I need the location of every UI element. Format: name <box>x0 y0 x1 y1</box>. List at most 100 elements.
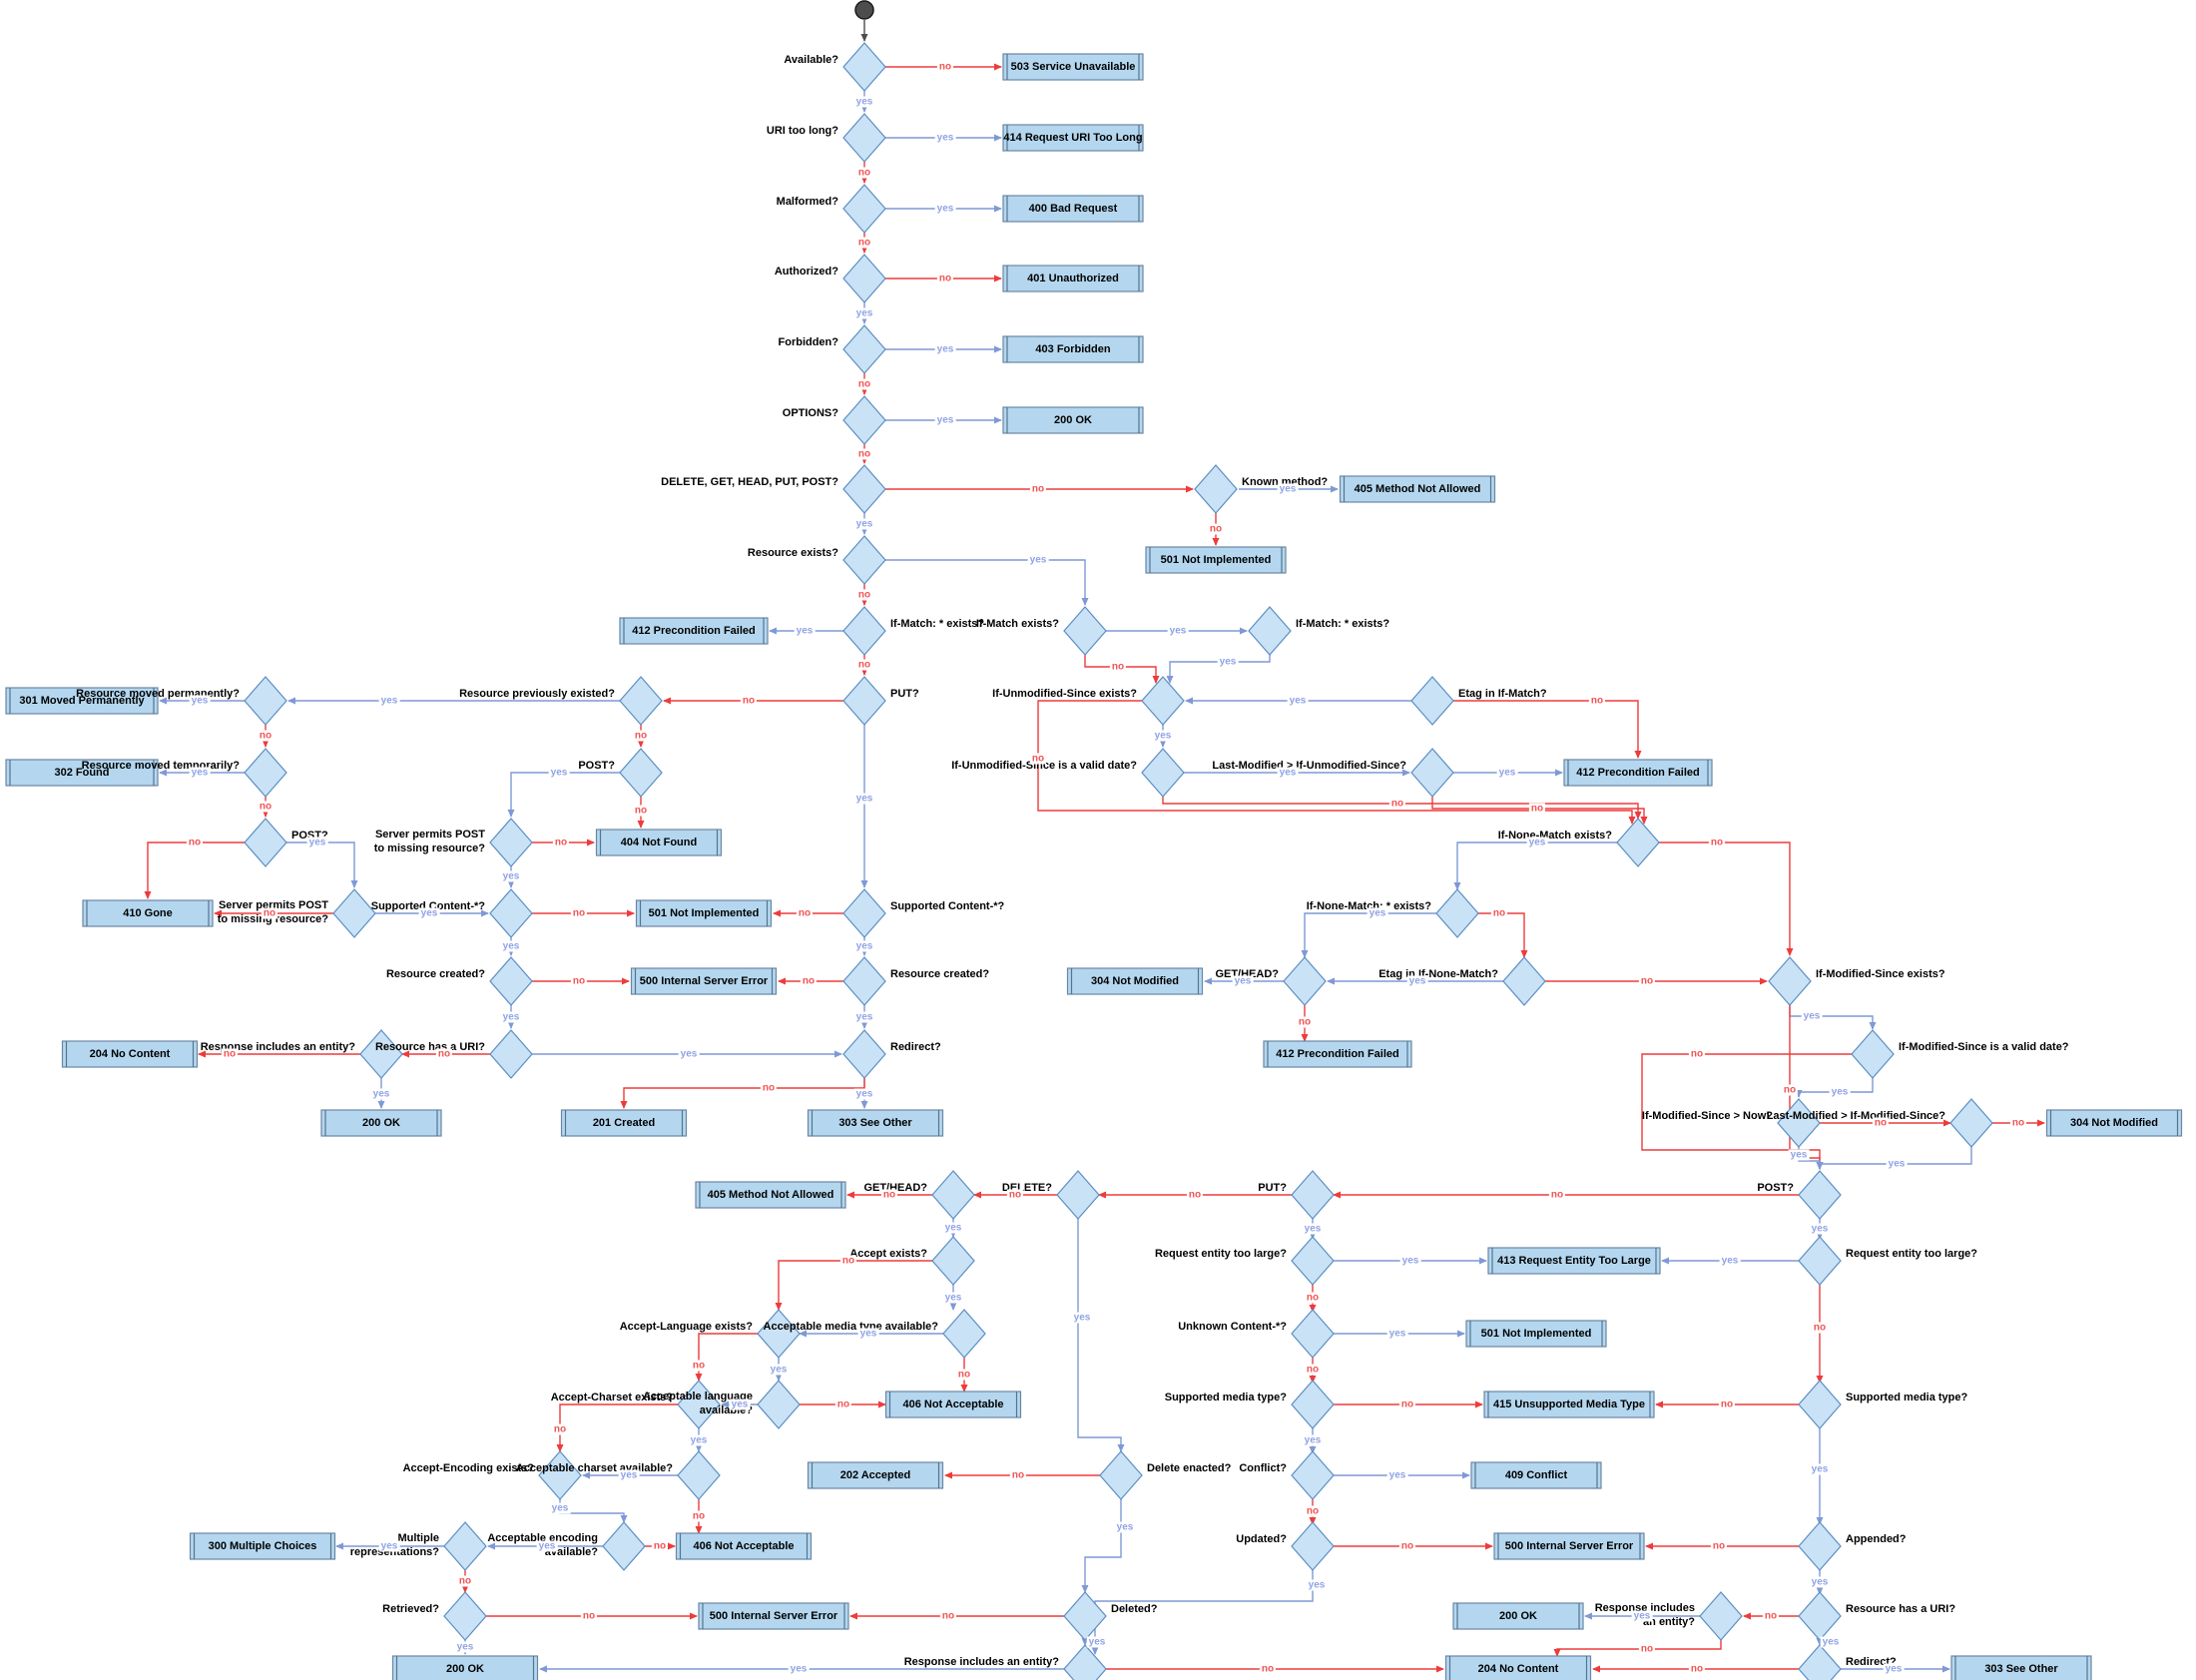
q-resp-entity-bottom-shape <box>1063 1644 1107 1680</box>
b-414 <box>1002 124 1144 152</box>
edge-respent-right-no <box>1553 1638 1722 1657</box>
edge-exists-yes <box>885 559 1089 606</box>
q-get-head-2-shape <box>931 1170 975 1220</box>
q-updated-shape <box>1291 1521 1335 1571</box>
q-has-uri-left-shape <box>489 1029 533 1079</box>
b-204-left <box>61 1040 199 1068</box>
edge-etag-ifmatch-no <box>1453 700 1642 759</box>
q-moved-perm-shape <box>244 676 287 726</box>
b-406-top <box>884 1391 1022 1418</box>
b-413 <box>1487 1247 1661 1275</box>
q-post-mid-shape <box>619 748 663 798</box>
b-301 <box>5 687 159 715</box>
q-uri-too-long-shape <box>842 113 886 163</box>
edge-aenc-yes <box>559 1499 628 1523</box>
q-retrieved-shape <box>443 1591 487 1641</box>
q-moved-temp-shape <box>244 748 287 798</box>
q-malformed-shape <box>842 184 886 234</box>
q-supp-media-post-shape <box>1798 1380 1842 1429</box>
q-conflict-shape <box>1291 1450 1335 1500</box>
edge-post-left-yes <box>286 841 358 888</box>
b-304-right <box>2045 1109 2183 1137</box>
q-lastmod-gt-mod-shape <box>1949 1098 1993 1148</box>
b-406-bottom <box>675 1532 813 1560</box>
q-if-mod-exists-shape <box>1768 956 1812 1006</box>
b-303-bottom <box>1950 1655 2092 1680</box>
q-resp-entity-right-shape <box>1699 1591 1743 1641</box>
q-deleted-shape <box>1063 1591 1107 1641</box>
edge-star2-yes <box>1166 655 1271 684</box>
edge-alang-no <box>695 1333 758 1382</box>
edge-ifmatch-no <box>1084 655 1160 684</box>
b-405-bottom <box>695 1181 846 1209</box>
q-supported-main-shape <box>842 888 886 938</box>
q-if-mod-valid-shape <box>1851 1029 1895 1079</box>
q-req-large-put-shape <box>1291 1236 1335 1286</box>
b-501-top <box>1145 546 1287 574</box>
q-lastmod-gt-unmod-shape <box>1410 748 1454 798</box>
edge-ifunmod-no <box>1037 700 1636 825</box>
b-300 <box>189 1532 336 1560</box>
start-node <box>854 0 874 20</box>
edge-nmstar-yes <box>1301 912 1436 958</box>
q-supp-media-put-shape <box>1291 1380 1335 1429</box>
edge-updated-yes <box>1091 1570 1314 1655</box>
q-lang-avail-shape <box>757 1380 801 1429</box>
b-200-left <box>320 1109 442 1137</box>
b-404 <box>595 829 723 856</box>
edge-delete-yes <box>1077 1219 1125 1452</box>
b-500-mid <box>630 967 778 995</box>
q-prev-existed-shape <box>619 676 663 726</box>
b-415 <box>1483 1391 1655 1418</box>
edge-nmstar-no <box>1478 912 1528 958</box>
q-srv-post-lo-shape <box>332 888 376 938</box>
q-etag-if-none-match-shape <box>1502 956 1546 1006</box>
b-303-mid <box>807 1109 944 1137</box>
q-multiple-rep-shape <box>443 1521 487 1571</box>
q-get-head-shape <box>1283 956 1327 1006</box>
b-405-top <box>1339 475 1496 503</box>
b-201 <box>560 1109 688 1137</box>
q-redirect-main-shape <box>842 1029 886 1079</box>
edge-modvalid-no <box>1641 1053 1852 1170</box>
edge-ifnm-yes <box>1453 841 1617 890</box>
q-if-mod-gt-now-shape <box>1777 1098 1821 1148</box>
q-appended-shape <box>1798 1521 1842 1571</box>
q-if-match-star-shape <box>842 606 886 656</box>
q-if-match-star-2-shape <box>1248 606 1292 656</box>
q-if-unmod-valid-shape <box>1141 748 1185 798</box>
q-forbidden-shape <box>842 324 886 374</box>
q-put-shape <box>842 676 886 726</box>
q-has-uri-bottom-shape <box>1798 1591 1842 1641</box>
b-501-bottom <box>1465 1320 1607 1348</box>
b-412-bottom <box>1263 1040 1412 1068</box>
b-500-bottomleft <box>698 1602 849 1630</box>
q-created-main-shape <box>842 956 886 1006</box>
edge-modvalid-yes <box>1795 1078 1874 1098</box>
q-if-match-exists-shape <box>1063 606 1107 656</box>
q-created-left-shape <box>489 956 533 1006</box>
q-accept-exists-shape <box>931 1236 975 1286</box>
b-200-bottomright <box>1452 1602 1584 1630</box>
q-accept-enc-shape <box>538 1450 582 1500</box>
q-known-methods-shape <box>842 464 886 514</box>
edge-ifnm-no <box>1659 841 1794 956</box>
q-enc-avail-shape <box>602 1521 646 1571</box>
b-409 <box>1470 1461 1602 1489</box>
q-srv-post-hi-shape <box>489 818 533 867</box>
q-put-2-shape <box>1291 1170 1335 1220</box>
q-req-large-post-shape <box>1798 1236 1842 1286</box>
edge-achar-no <box>556 1403 678 1452</box>
edge-ifmod-yes <box>1789 1005 1877 1030</box>
edge-accept-no <box>775 1260 932 1311</box>
q-if-unmod-exists-shape <box>1141 676 1185 726</box>
q-resource-exists-shape <box>842 535 886 585</box>
q-supported-left-shape <box>489 888 533 938</box>
q-delete-enacted-shape <box>1099 1450 1143 1500</box>
q-accept-lang-shape <box>757 1309 801 1359</box>
q-options-shape <box>842 395 886 445</box>
b-500-bottomright <box>1493 1532 1645 1560</box>
b-204-bottom <box>1444 1655 1592 1680</box>
b-202 <box>807 1461 944 1489</box>
